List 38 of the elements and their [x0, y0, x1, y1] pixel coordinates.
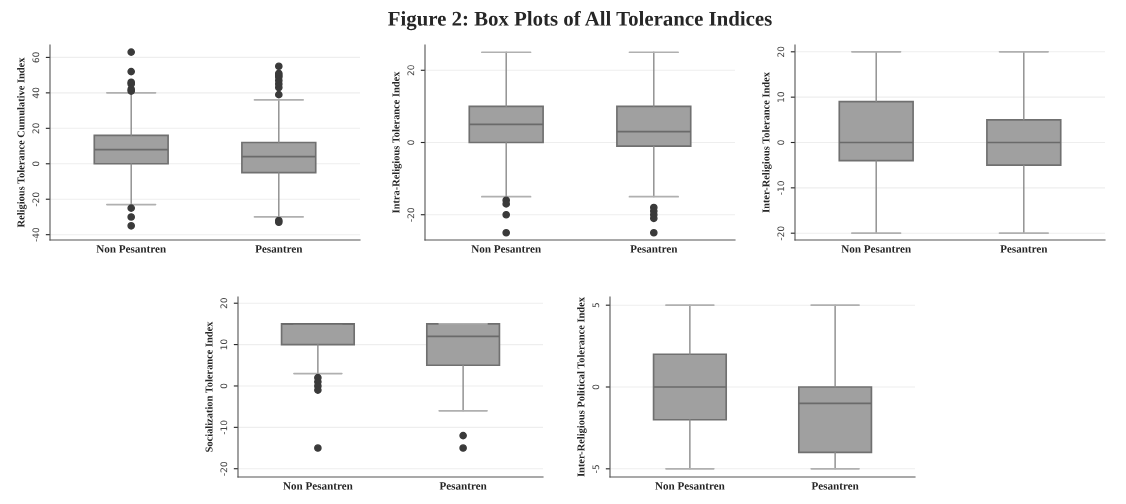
x-tick-label: Pesantren	[439, 482, 487, 490]
y-axis-title: Religious Tolerance Cumulative Index	[17, 57, 27, 228]
y-tick-label: -20	[220, 461, 228, 476]
x-tick-label: Non Pesantren	[96, 245, 166, 253]
x-tick-label: Non Pesantren	[283, 482, 353, 490]
y-tick-label: 0	[32, 161, 40, 167]
x-tick-label: Pesantren	[811, 482, 859, 490]
y-tick-label: 10	[777, 92, 785, 102]
x-tick-label: Non Pesantren	[655, 482, 725, 490]
y-tick-label: 0	[407, 140, 415, 145]
y-axis-title: Inter-Religious Political Tolerance Index	[577, 297, 587, 477]
x-tick-label: Pesantren	[630, 245, 678, 253]
y-tick-label: -20	[407, 207, 415, 222]
y-axis-title: Inter-Religious Tolerance Index	[762, 72, 772, 213]
y-tick-label: -10	[220, 420, 228, 435]
y-axis-title: Intra-Religious Tolerance Index	[392, 71, 402, 214]
x-tick-label: Non Pesantren	[471, 245, 541, 253]
x-tick-label: Pesantren	[1000, 245, 1048, 253]
y-tick-label: 20	[407, 65, 415, 76]
y-tick-label: -5	[592, 465, 600, 473]
y-tick-label: -10	[777, 181, 785, 195]
y-tick-label: 5	[592, 303, 600, 308]
y-tick-label: -40	[32, 227, 40, 242]
y-tick-label: 60	[32, 52, 40, 63]
y-tick-label: 20	[32, 123, 40, 134]
y-tick-label: -20	[32, 192, 40, 207]
y-tick-label: 0	[777, 140, 785, 145]
y-tick-label: 0	[220, 383, 228, 389]
y-tick-label: 20	[777, 46, 785, 57]
x-tick-label: Pesantren	[255, 245, 303, 253]
chart-title: Figure 2: Box Plots of All Tolerance Indices	[388, 10, 772, 31]
y-axis-title: Socialization Tolerance Index	[205, 321, 213, 452]
y-tick-label: -20	[777, 226, 785, 241]
x-tick-label: Non Pesantren	[841, 245, 911, 253]
y-tick-label: 20	[220, 298, 228, 309]
y-tick-label: 0	[592, 384, 600, 390]
y-tick-label: 10	[220, 339, 228, 350]
y-tick-label: 40	[32, 87, 40, 99]
